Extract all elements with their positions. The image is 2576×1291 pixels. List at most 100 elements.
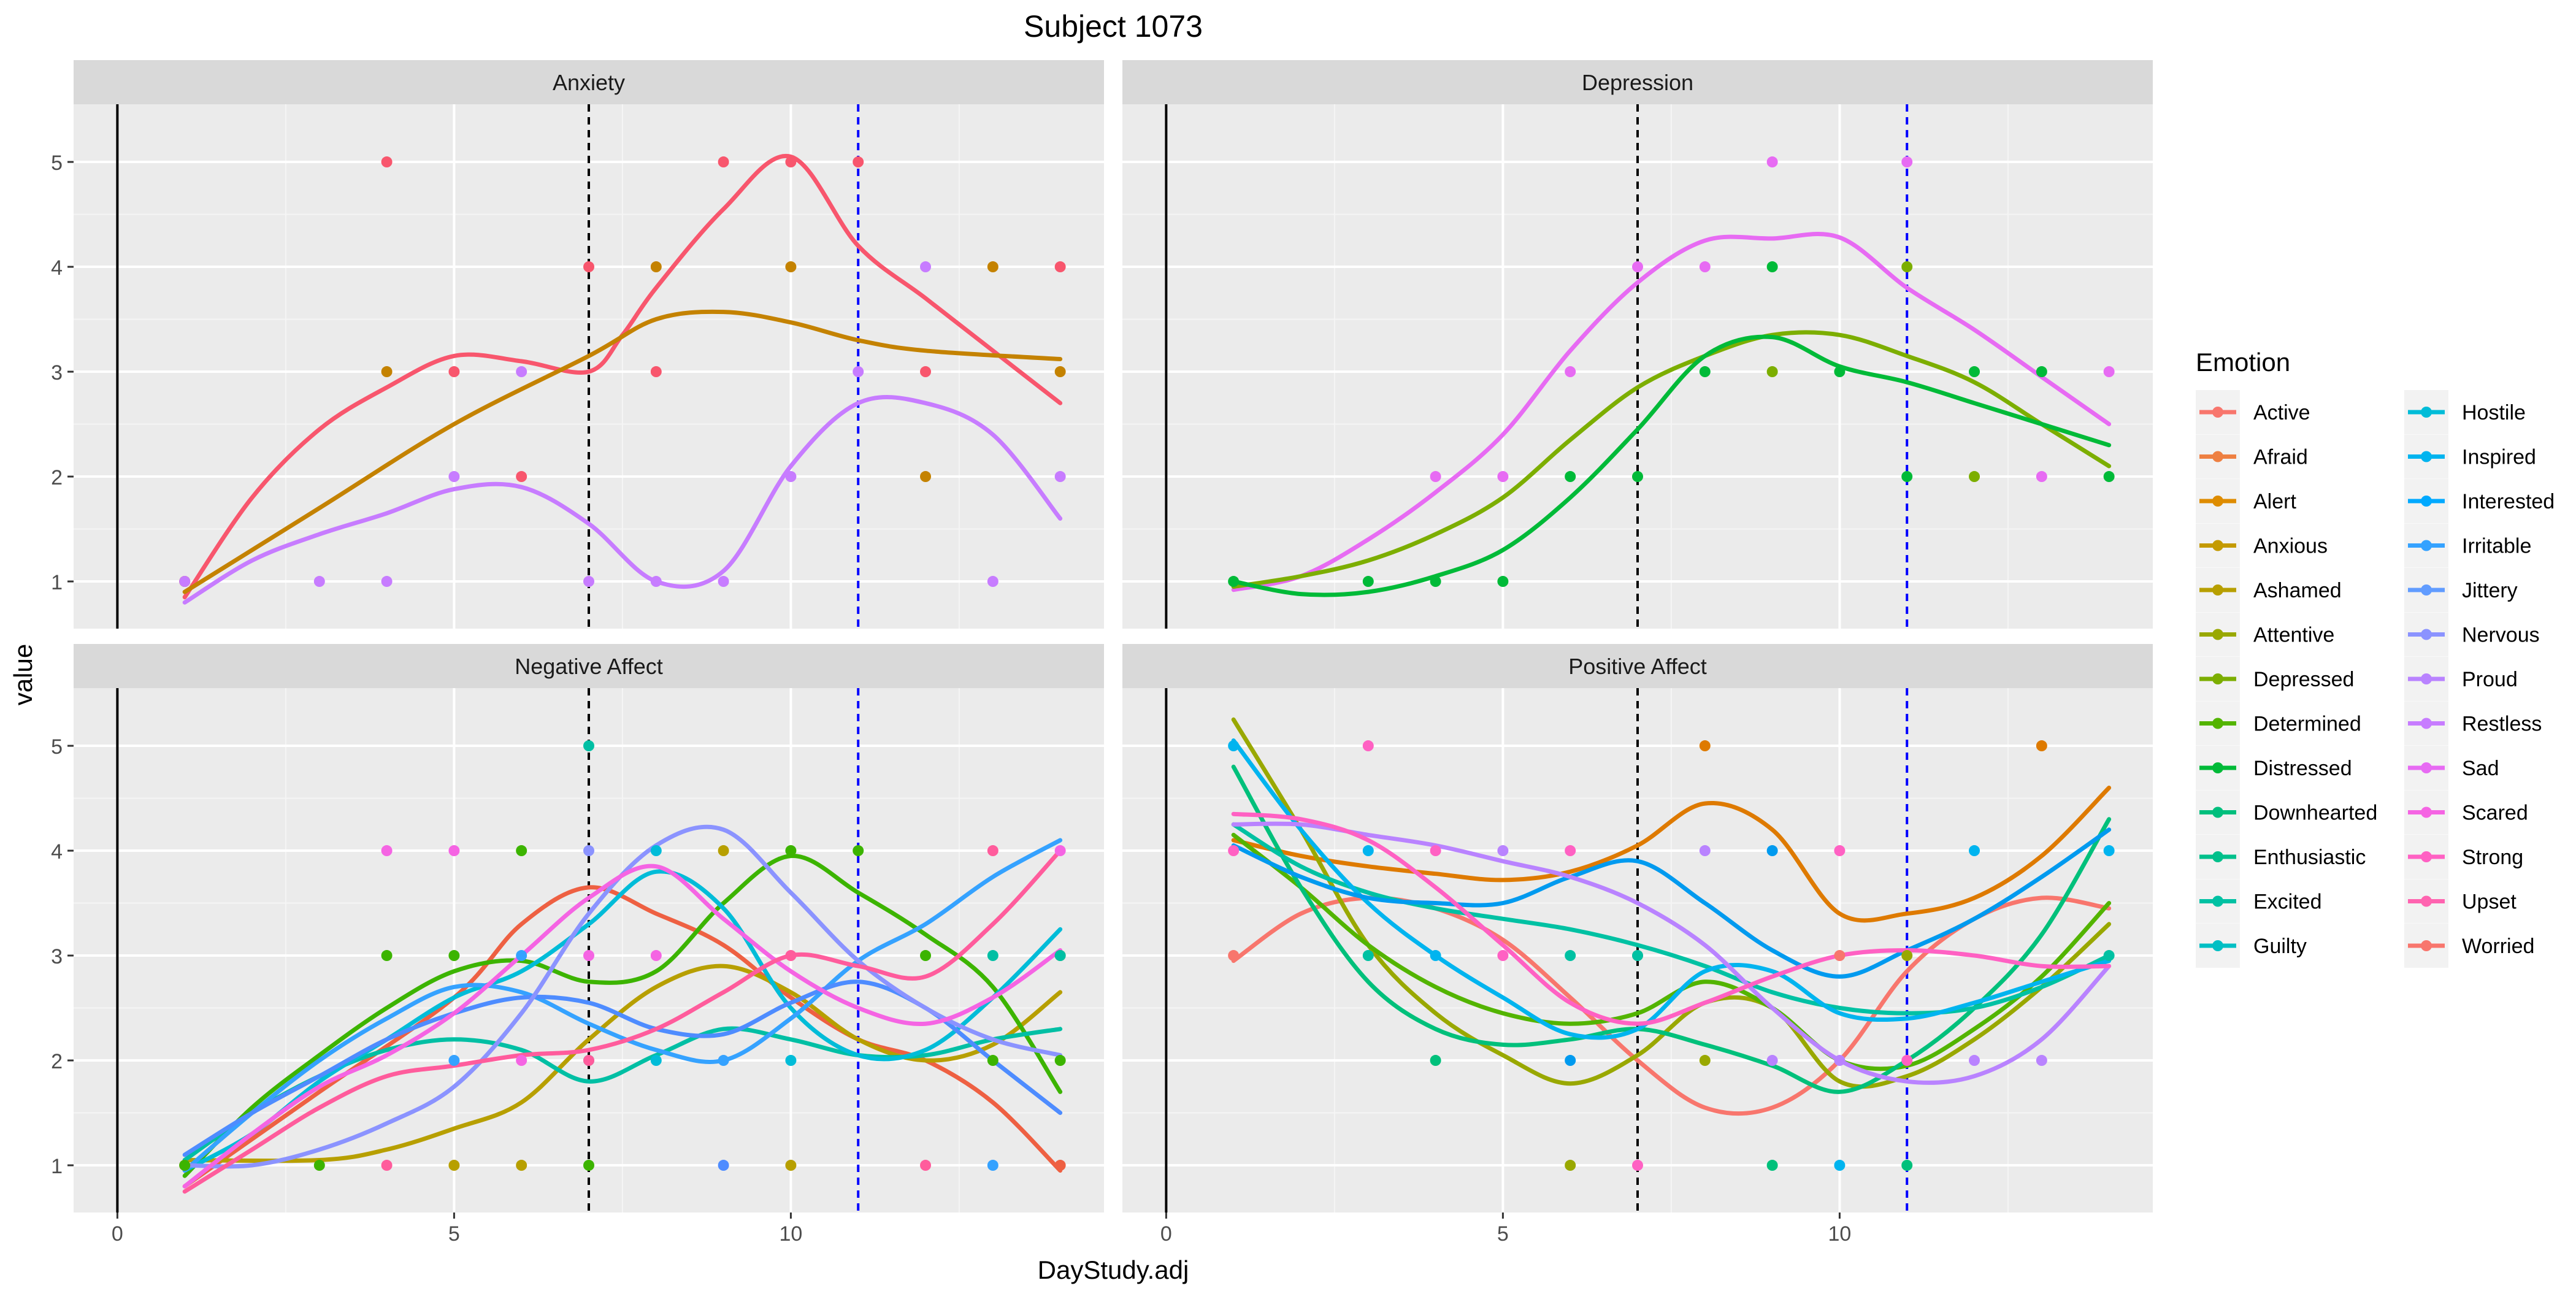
data-point-scared [583,950,594,962]
data-point-alert [2036,740,2047,752]
data-point-interested [1565,1055,1576,1067]
data-point-distressed [785,845,797,857]
data-point-inspired [1430,950,1441,962]
data-point-restless [853,366,864,378]
data-point-worried [718,156,729,168]
legend-entry-scared: Scared [2404,790,2528,835]
data-point-downhearted [1834,366,1846,378]
data-point-downhearted [1497,576,1509,588]
data-point-strong [1565,845,1576,857]
legend-title: Emotion [2196,348,2290,377]
data-point-hostile [650,845,662,857]
y-tick-label: 1 [51,1155,63,1178]
series-line-strong [1231,811,2112,1026]
series-line-alert [1231,786,2112,923]
data-point-distressed [920,950,932,962]
legend-label: Nervous [2462,624,2540,647]
legend-label: Sad [2462,757,2499,780]
legend-label: Irritable [2462,535,2531,558]
data-point-proud [1834,1055,1846,1067]
series-line-downhearted [1231,334,2112,597]
legend-label: Active [2253,401,2310,424]
legend-key-point [2421,451,2432,462]
data-point-enthusiastic [1901,1160,1913,1171]
data-point-restless [987,576,999,588]
data-point-strong [1834,845,1846,857]
facet-strip-title: Depression [1582,70,1693,95]
data-point-restless [1054,471,1066,483]
legend-label: Excited [2253,891,2322,914]
legend-key-point [2212,718,2223,729]
legend-entry-depressed: Depressed [2196,657,2354,701]
data-point-restless [313,576,325,588]
data-point-guilty [987,950,999,962]
data-point-ashamed [448,1160,460,1171]
legend-entry-worried: Worried [2404,924,2534,968]
data-point-inspired [1969,845,1980,857]
data-point-excited [1565,950,1576,962]
data-point-scared [448,845,460,857]
x-tick-label: 10 [779,1222,802,1246]
series-line-proud [1231,821,2112,1085]
legend-entry-downhearted: Downhearted [2196,790,2377,835]
facet-panel-anxiety: Anxiety 1 2 3 4 5 [51,60,1104,629]
legend-entry-distressed: Distressed [2196,746,2352,790]
legend-label: Inspired [2462,446,2536,469]
legend-key-point [2212,940,2223,951]
legend-entry-interested: Interested [2404,479,2555,523]
data-point-downhearted [2036,366,2047,378]
data-point-scared [516,1055,527,1067]
data-point-worried [650,366,662,378]
x-tick-label: 5 [448,1222,460,1246]
legend-entry-afraid: Afraid [2196,434,2308,479]
legend-entry-attentive: Attentive [2196,612,2334,657]
data-point-depressed [1901,261,1913,273]
data-point-inspired [1834,1160,1846,1171]
data-point-upset [583,1055,594,1067]
data-point-ashamed [718,845,729,857]
data-point-restless [179,576,191,588]
legend-key-point [2421,584,2432,596]
legend-key-point [2212,496,2223,507]
legend-label: Distressed [2253,757,2352,780]
data-point-downhearted [1766,261,1778,273]
data-point-jittery [718,1160,729,1171]
data-point-restless [650,576,662,588]
data-point-downhearted [1565,471,1576,483]
y-tick-label: 3 [51,945,63,968]
data-point-distressed [853,845,864,857]
data-point-sad [1699,261,1711,273]
data-point-downhearted [1969,366,1980,378]
data-point-irritable [718,1055,729,1067]
legend-entry-restless: Restless [2404,701,2542,746]
panel-marks [1228,717,2115,1171]
x-tick-label: 5 [1497,1222,1509,1246]
data-point-distressed [381,950,393,962]
legend-key-point [2421,940,2432,951]
data-point-distressed [1054,1055,1066,1067]
data-point-scared [381,845,393,857]
data-point-sad [1632,261,1643,273]
series-line-inspired [1231,738,2112,1040]
legend-entry-inspired: Inspired [2404,434,2536,479]
data-point-strong [1362,740,1374,752]
data-point-anxious [381,366,393,378]
data-point-enthusiastic [1766,1160,1778,1171]
series-line-hostile [182,869,1063,1173]
data-point-excited [1362,950,1374,962]
data-point-inspired [1228,740,1240,752]
data-point-downhearted [1901,471,1913,483]
legend-label: Guilty [2253,935,2307,958]
legend-label: Downhearted [2253,802,2377,825]
legend-entry-sad: Sad [2404,746,2499,790]
legend-key-point [2421,673,2432,684]
legend-label: Interested [2462,490,2555,513]
data-point-anxious [1054,366,1066,378]
legend-entry-proud: Proud [2404,657,2518,701]
data-point-attentive [1699,1055,1711,1067]
data-point-ashamed [785,1160,797,1171]
data-point-anxious [920,471,932,483]
legend-label: Attentive [2253,624,2334,647]
data-point-worried [516,471,527,483]
